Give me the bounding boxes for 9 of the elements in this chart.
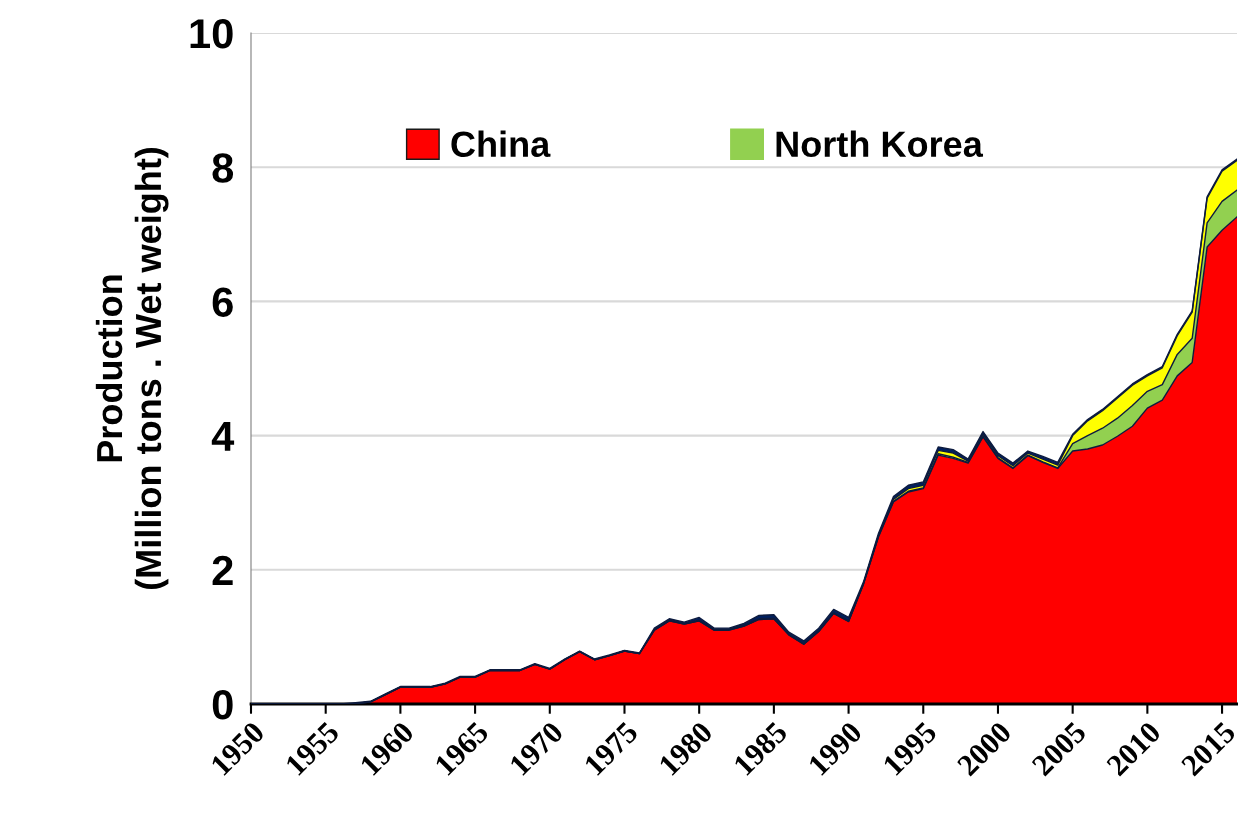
y-tick-label: 10	[190, 19, 233, 49]
legend-label: North Korea	[776, 130, 984, 158]
y-tick-label: 0	[212, 690, 233, 720]
y-tick-label: 8	[212, 153, 234, 183]
y-tick-label: 6	[212, 287, 233, 317]
legend-label: China	[451, 130, 551, 158]
y-axis-title: Production (Million tons . Wet weight)	[95, 147, 169, 590]
y-tick-label: 2	[212, 555, 233, 585]
y-tick-label: 4	[211, 422, 235, 451]
